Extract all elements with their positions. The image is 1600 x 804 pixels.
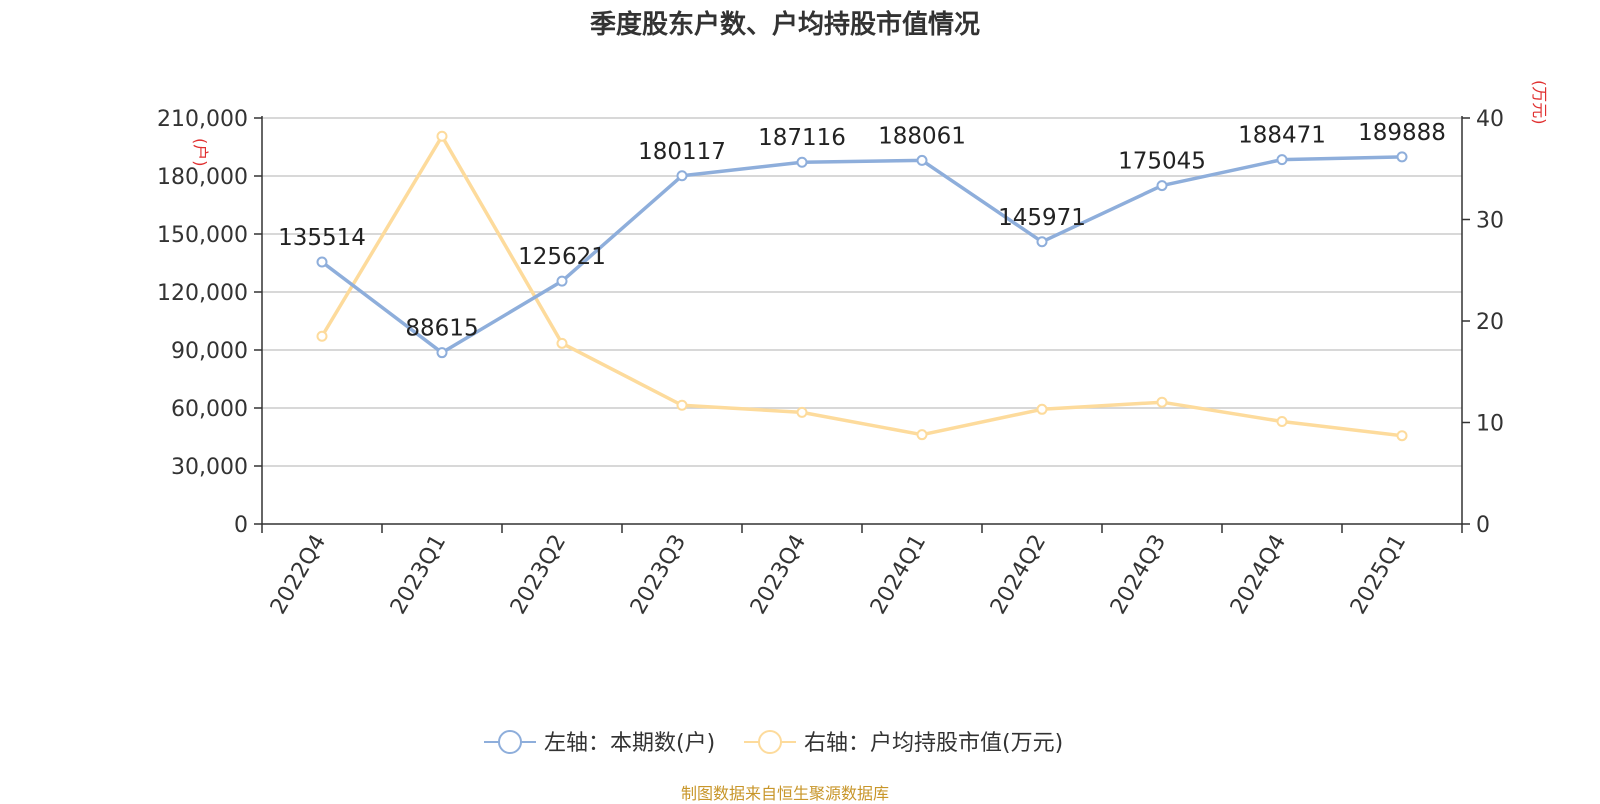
data-point-right [556, 337, 568, 349]
data-point-right [436, 130, 448, 142]
x-axis-ticks: 2022Q4 2023Q1 2023Q2 2023Q3 2023Q4 2024Q1 2024… [261, 524, 1463, 619]
left-tick-label: 90,000 [171, 339, 248, 364]
left-tick-label: 60,000 [171, 397, 248, 422]
legend-marker [498, 730, 522, 754]
x-tick-label: 2023Q3 [626, 531, 691, 619]
left-tick-label: 210,000 [157, 107, 248, 132]
legend-label: 左轴：本期数(户) [544, 731, 715, 756]
left-axis-unit: (户) [191, 138, 210, 167]
data-point-right [676, 399, 688, 411]
left-tick-label: 180,000 [157, 165, 248, 190]
data-point-left [796, 156, 808, 168]
legend-marker [758, 730, 782, 754]
legend-item-right[interactable]: 右轴：户均持股市值(万元) [744, 730, 1063, 756]
x-tick-label: 2023Q2 [506, 531, 571, 619]
data-point-left [556, 275, 568, 287]
data-label: 175045 [1118, 149, 1206, 175]
data-label: 188471 [1238, 123, 1326, 149]
series-line-right [320, 134, 1403, 438]
data-point-right [796, 406, 808, 418]
data-point-left [1276, 154, 1288, 166]
data-label: 187116 [758, 125, 846, 151]
data-point-left [1036, 236, 1048, 248]
x-tick-label: 2025Q1 [1346, 531, 1411, 619]
right-axis-unit: (万元) [1530, 80, 1549, 125]
left-axis-ticks: 0 30,000 60,000 90,000 120,000 150,000 180,000… [157, 107, 262, 538]
data-point-right [1276, 415, 1288, 427]
right-tick-label: 0 [1476, 513, 1490, 538]
data-point-right [1396, 430, 1408, 442]
source-footer: 制图数据来自恒生聚源数据库 [680, 784, 889, 803]
data-point-right [316, 330, 328, 342]
x-tick-label: 2024Q2 [986, 531, 1051, 619]
right-tick-label: 20 [1476, 310, 1504, 335]
data-label: 125621 [518, 244, 606, 270]
chart-title: 季度股东户数、户均持股市值情况 [589, 10, 980, 40]
data-labels: 135514 88615 125621 180117 187116 188061 14597… [278, 120, 1446, 342]
data-point-left [916, 154, 928, 166]
x-tick-label: 2024Q1 [866, 531, 931, 619]
data-point-right [1036, 403, 1048, 415]
legend-item-left[interactable]: 左轴：本期数(户) [484, 730, 715, 756]
data-point-left [316, 256, 328, 268]
data-label: 180117 [638, 139, 726, 165]
left-tick-label: 120,000 [157, 281, 248, 306]
data-point-right [1156, 396, 1168, 408]
right-axis-ticks: 0 10 20 30 40 [1462, 107, 1504, 538]
data-point-left [676, 170, 688, 182]
x-tick-label: 2022Q4 [266, 531, 331, 619]
data-label: 189888 [1358, 120, 1446, 146]
left-tick-label: 0 [234, 513, 248, 538]
x-tick-label: 2024Q3 [1106, 531, 1171, 619]
data-label: 135514 [278, 225, 366, 251]
right-tick-label: 10 [1476, 412, 1504, 437]
right-tick-label: 40 [1476, 107, 1504, 132]
right-tick-label: 30 [1476, 209, 1504, 234]
data-label: 145971 [998, 205, 1086, 231]
legend-label: 右轴：户均持股市值(万元) [804, 731, 1063, 756]
data-point-left [1396, 151, 1408, 163]
grid-lines [262, 117, 1462, 467]
data-point-left [1156, 180, 1168, 192]
data-label: 88615 [405, 316, 478, 342]
legend[interactable]: 左轴：本期数(户) 右轴：户均持股市值(万元) [484, 730, 1063, 756]
x-tick-label: 2023Q1 [386, 531, 451, 619]
data-point-left [436, 347, 448, 359]
left-tick-label: 30,000 [171, 455, 248, 480]
data-point-right [916, 429, 928, 441]
series-layer [316, 130, 1408, 442]
data-label: 188061 [878, 123, 966, 149]
x-tick-label: 2023Q4 [746, 531, 811, 619]
left-tick-label: 150,000 [157, 223, 248, 248]
series-line-left [320, 155, 1403, 355]
x-tick-label: 2024Q4 [1226, 531, 1291, 619]
